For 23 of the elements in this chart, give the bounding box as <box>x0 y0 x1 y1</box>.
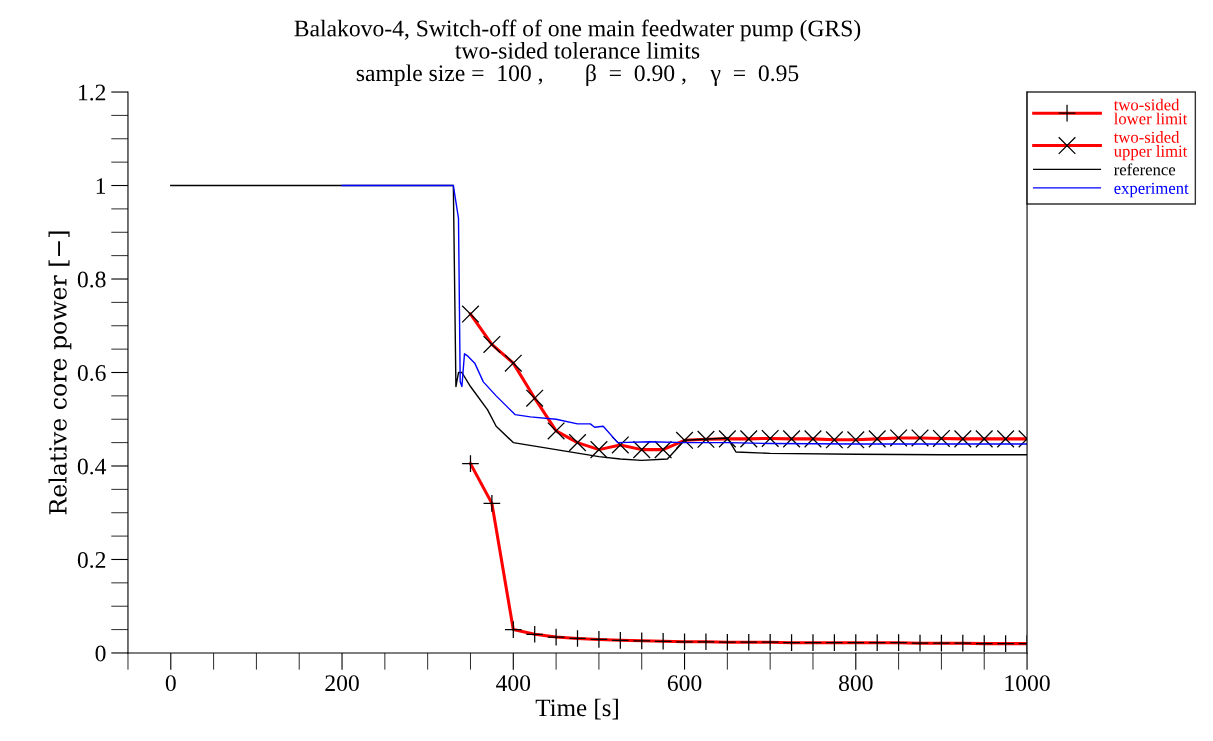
point <box>675 431 694 450</box>
y-tick-label: 0.2 <box>77 551 106 569</box>
y-tick-label: 0.8 <box>77 271 106 288</box>
y-tick-label: 1.2 <box>79 84 106 101</box>
y-tick-label: 1 <box>96 178 106 194</box>
x-tick-label: 800 <box>838 675 873 692</box>
legend-label: reference <box>1114 163 1176 176</box>
x-axis-title: Time [s] <box>535 698 618 720</box>
x-tick-label: 0 <box>165 675 176 692</box>
chart-title: Balakovo-4, Switch-off of one main feedwater pump (GRS) two-sided tolerance limits sample size = 100 , β = 0.90 , γ = 0.95 <box>294 19 861 86</box>
y-axis-title: Relative core power [−] <box>48 231 72 515</box>
point <box>718 429 737 448</box>
y-tick-label: 0.4 <box>77 458 107 475</box>
x-tick-label: 600 <box>667 675 702 692</box>
x-tick-label: 200 <box>325 675 359 692</box>
legend-label: two-sided upper limit <box>1113 131 1188 161</box>
legend-label: experiment <box>1114 182 1189 198</box>
y-tick-label: 0.6 <box>77 364 106 382</box>
x-tick-label: 400 <box>496 675 531 692</box>
legend-label: two-sided lower limit <box>1113 98 1188 125</box>
y-tick-label: 0 <box>95 645 106 662</box>
line-series <box>341 184 1028 445</box>
x-tick-label: 1000 <box>1005 675 1050 692</box>
